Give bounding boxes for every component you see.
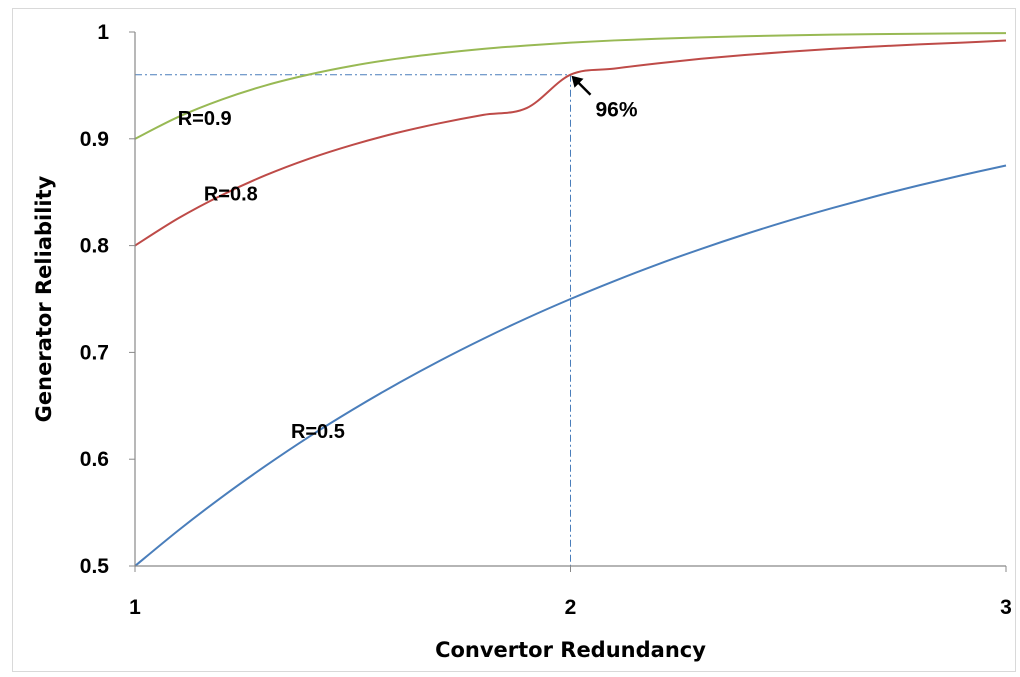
y-tick-label: 0.9 — [80, 128, 109, 151]
series-label: R=0.5 — [291, 421, 345, 443]
series-labels: R=0.5 R=0.8 R=0.9 — [178, 108, 345, 443]
x-axis-title: Convertor Redundancy — [435, 638, 706, 662]
x-tick-label: 1 — [129, 596, 141, 619]
y-axis-title: Generator Reliability — [32, 175, 56, 422]
annotation-guides — [135, 74, 571, 566]
series-label: R=0.8 — [204, 184, 258, 206]
x-tick-label: 3 — [1000, 596, 1012, 619]
annotation-label: 96% — [596, 99, 638, 122]
series-line-r-0-9 — [134, 32, 1007, 140]
y-tick-label: 0.8 — [80, 235, 110, 258]
annotation-arrowhead — [571, 75, 584, 88]
series-layer — [134, 32, 1007, 567]
y-tick-labels: 0.5 0.6 0.7 0.8 0.9 1 — [80, 21, 135, 578]
y-tick-label: 0.7 — [80, 341, 109, 364]
series-label: R=0.9 — [178, 108, 232, 130]
series-line-r-0-8 — [134, 39, 1007, 247]
x-tick-labels: 1 2 3 — [129, 566, 1012, 619]
y-tick-label: 0.6 — [80, 448, 109, 471]
series-line-r-0-5 — [134, 164, 1007, 567]
y-tick-label: 1 — [97, 21, 109, 44]
chart-frame — [12, 8, 1016, 672]
x-tick-label: 2 — [565, 596, 577, 619]
annotation-96-percent: 96% — [571, 75, 638, 122]
y-tick-label: 0.5 — [80, 555, 110, 578]
